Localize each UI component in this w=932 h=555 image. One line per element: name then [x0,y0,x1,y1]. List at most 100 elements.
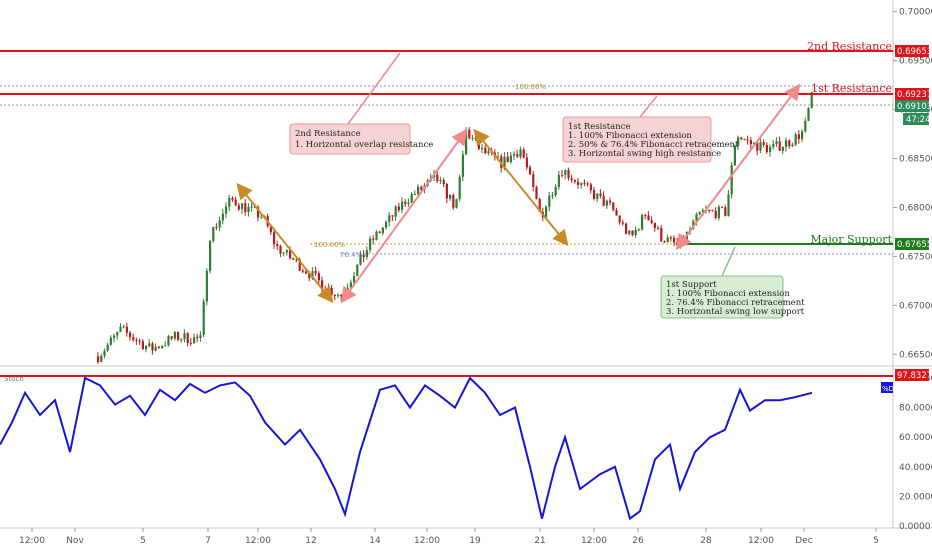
candle-body [215,226,218,228]
stoch-tick-label: 80.0000 [899,404,932,414]
candle-body [237,205,240,210]
r2-title: 2nd Resistance [807,40,892,53]
candle-body [330,287,333,295]
candle-body [234,199,237,206]
candle-body [708,209,711,211]
fib-arrow-4 [675,83,801,251]
candle-body [666,237,669,243]
candle-body [535,186,538,199]
candle-body [225,206,228,214]
candle-body [199,334,202,339]
s1-note-line-2: 2. 76.4% Fibonacci retracement [666,298,805,308]
r1-tag: 0.69237 [897,90,932,100]
candle-body [97,356,100,363]
candle-body [180,339,183,341]
candle-body [119,326,122,332]
candle-body [420,186,423,190]
candle-body [641,215,644,230]
candle-body [135,339,138,341]
candle-body [164,345,167,347]
candle-body [551,195,554,197]
candle-body [673,237,676,243]
candle-body [471,137,474,139]
candle-body [417,186,420,194]
candle-body [391,215,394,217]
candle-body [138,340,141,342]
price-axis-ticks: 0.700000.695000.690000.685000.680000.675… [893,8,932,360]
time-tick-label: 26 [632,536,644,546]
r2-note-pointer [347,52,401,125]
candle-body [644,215,647,217]
candle-body [212,226,215,241]
support-tag-bg [895,238,929,250]
r2-tag: 0.69653 [897,47,932,57]
fib-100-percent-label: 100.00% [314,241,345,249]
candle-body [487,151,490,154]
time-tick-label: 7 [205,536,211,546]
candle-body [781,146,784,151]
candle-body [340,294,343,297]
candle-body [372,238,375,240]
r1-title: 1st Resistance [811,82,892,95]
candle-body [749,140,752,145]
candle-body [221,213,224,221]
s1-note: 1st Support 1. 100% Fibonacci extension … [660,275,805,319]
candle-body [439,179,442,182]
candle-body [183,333,186,340]
candle-body [788,140,791,147]
candle-body [484,147,487,154]
candle-body [727,194,730,216]
time-tick-label: 5 [140,536,146,546]
candle-body [637,229,640,231]
candle-body [663,241,666,243]
candle-body [282,252,285,254]
candle-body [276,244,279,246]
last-price-tag: 0.69103 [897,102,932,112]
candle-body [154,346,157,351]
candle-body [333,294,336,296]
candle-body [602,195,605,206]
candle-body [618,215,621,223]
candle-body [557,174,560,187]
candle-body [241,203,244,210]
time-tick-label: 12:00 [414,536,440,546]
candle-body [775,141,778,145]
r2-note: 2nd Resistance 1. Horizontal overlap res… [289,123,433,155]
candle-body [170,336,173,339]
candle-body [653,222,656,228]
time-tick-label: 12:00 [245,536,271,546]
candle-body [317,273,320,281]
s1-note-line-1: 1. 100% Fibonacci extension [666,289,790,299]
candle-body [113,335,116,338]
r2-note-line-1: 1. Horizontal overlap resistance [295,140,433,150]
candle-body [327,287,330,292]
r1-note-line-3: 3. Horizontal swing high resistance [568,149,721,159]
candle-body [532,174,535,187]
r1-note-pointer [639,95,658,118]
candle-body [810,92,813,108]
candle-body [202,301,205,335]
fib-764-percent-label: 76.4% [340,251,363,259]
candle-body [468,129,471,139]
candle-body [724,207,727,216]
time-axis-ticks: 12:00 Nov 5 7 12:00 12 14 12:00 19 21 12:00 26 28 12:… [19,528,879,546]
stoch-tick-label: 40.0000 [899,463,932,473]
s1-note-line-3: 3. Horizontal swing low support [666,307,805,317]
candle-body [273,232,276,245]
candle-body [173,332,176,339]
r1-note: 1st Resistance 1. 100% Fibonacci extensi… [562,116,739,163]
s1-note-pointer [721,246,736,277]
countdown-tag-bg [903,113,929,125]
candle-body [442,179,445,185]
candle-body [362,254,365,258]
stoch-last-tag-bg [895,369,929,381]
candle-body [577,181,580,186]
candle-body [458,176,461,200]
candle-body [625,223,628,234]
fib-arrow-1 [236,182,334,304]
